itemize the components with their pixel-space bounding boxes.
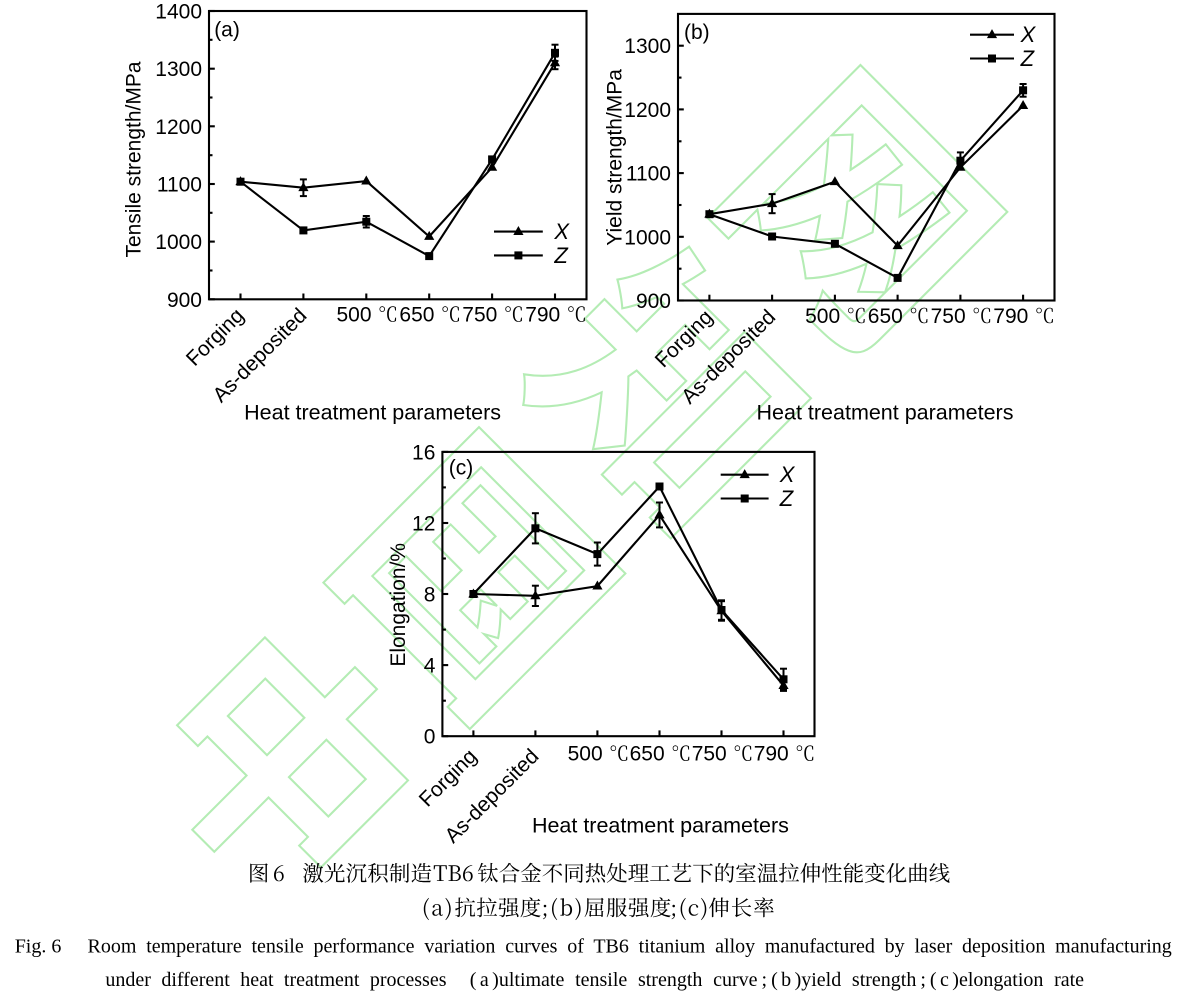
svg-text:650: 650 — [868, 305, 903, 328]
svg-text:790: 790 — [525, 304, 560, 327]
svg-text:Elongation/%: Elongation/% — [387, 543, 410, 667]
svg-text:(c): (c) — [449, 456, 474, 479]
svg-text:650: 650 — [630, 743, 665, 766]
svg-text:Z: Z — [1020, 46, 1036, 71]
svg-text:Heat treatment parameters: Heat treatment parameters — [757, 400, 1014, 424]
svg-text:(a)ultimate tensile strength c: (a)ultimate tensile strength curve;(b)yi… — [470, 969, 1084, 991]
svg-text:Z: Z — [553, 243, 569, 268]
svg-text:790: 790 — [993, 305, 1028, 328]
svg-text:1100: 1100 — [157, 174, 202, 197]
svg-text:X: X — [779, 462, 796, 487]
svg-text:1000: 1000 — [624, 226, 671, 249]
svg-text:under different heat treatment: under different heat treatment processes — [105, 969, 446, 991]
svg-text:1200: 1200 — [155, 116, 202, 139]
svg-text:500: 500 — [805, 305, 840, 328]
svg-text:0: 0 — [424, 726, 436, 749]
svg-text:(a): (a) — [214, 19, 240, 42]
svg-text:Room temperature tensile perfo: Room temperature tensile performance var… — [88, 936, 1172, 958]
svg-text:Tensile strength/MPa: Tensile strength/MPa — [122, 61, 145, 257]
svg-text:8: 8 — [424, 584, 436, 607]
svg-text:Yield strength/MPa: Yield strength/MPa — [604, 69, 627, 246]
svg-text:(b): (b) — [684, 21, 710, 44]
svg-text:12: 12 — [412, 513, 435, 536]
svg-text:900: 900 — [636, 290, 671, 313]
svg-text:X: X — [553, 219, 570, 244]
svg-text:1300: 1300 — [624, 35, 671, 58]
svg-text:500: 500 — [337, 304, 372, 327]
svg-text:650: 650 — [399, 304, 434, 327]
svg-text:Heat treatment parameters: Heat treatment parameters — [244, 400, 501, 424]
svg-text:1200: 1200 — [624, 99, 671, 122]
svg-text:750: 750 — [931, 305, 966, 328]
svg-text:Heat treatment parameters: Heat treatment parameters — [532, 814, 789, 838]
svg-text:500: 500 — [568, 743, 603, 766]
svg-text:Fig. 6: Fig. 6 — [15, 936, 62, 958]
svg-text:4: 4 — [424, 655, 436, 678]
svg-text:16: 16 — [412, 441, 435, 464]
svg-text:1100: 1100 — [626, 163, 671, 186]
svg-text:790: 790 — [754, 743, 789, 766]
svg-text:Z: Z — [779, 486, 795, 511]
svg-text:1000: 1000 — [155, 231, 202, 254]
svg-text:900: 900 — [167, 289, 202, 312]
svg-text:1400: 1400 — [155, 1, 202, 24]
svg-text:750: 750 — [692, 743, 727, 766]
svg-text:750: 750 — [462, 304, 497, 327]
svg-text:X: X — [1020, 22, 1037, 47]
svg-text:1300: 1300 — [155, 58, 202, 81]
